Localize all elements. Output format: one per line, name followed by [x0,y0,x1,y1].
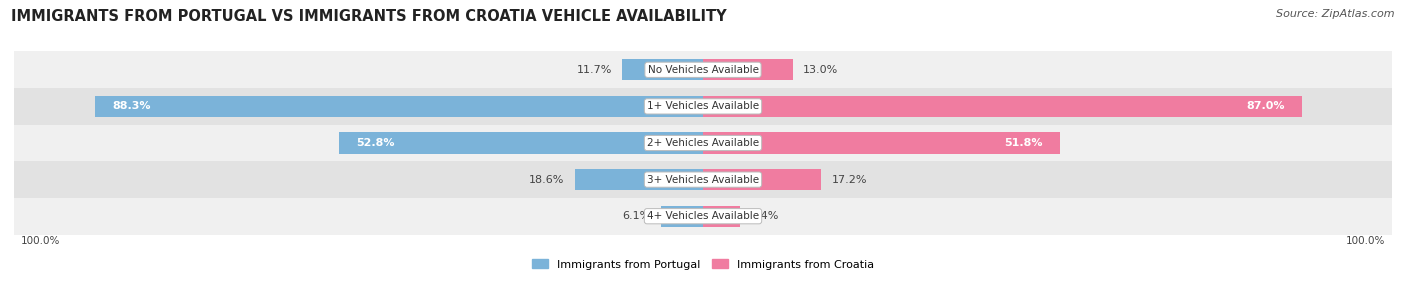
Bar [339,132,703,154]
Text: 2+ Vehicles Available: 2+ Vehicles Available [647,138,759,148]
Bar [623,59,703,80]
Bar [575,169,703,190]
Text: 5.4%: 5.4% [751,211,779,221]
Text: No Vehicles Available: No Vehicles Available [648,65,758,75]
Text: 18.6%: 18.6% [529,175,565,184]
Text: 6.1%: 6.1% [623,211,651,221]
Text: 11.7%: 11.7% [576,65,612,75]
Bar [14,161,1392,198]
Text: 3+ Vehicles Available: 3+ Vehicles Available [647,175,759,184]
Bar [703,59,793,80]
Text: 52.8%: 52.8% [357,138,395,148]
Text: 1+ Vehicles Available: 1+ Vehicles Available [647,102,759,111]
Bar [14,51,1392,88]
Bar [703,206,740,227]
Text: Source: ZipAtlas.com: Source: ZipAtlas.com [1277,9,1395,19]
Text: 100.0%: 100.0% [1346,236,1385,246]
Bar [94,96,703,117]
Text: 88.3%: 88.3% [112,102,150,111]
Text: 87.0%: 87.0% [1247,102,1285,111]
Legend: Immigrants from Portugal, Immigrants from Croatia: Immigrants from Portugal, Immigrants fro… [527,255,879,274]
Bar [661,206,703,227]
Text: 100.0%: 100.0% [21,236,60,246]
Text: 51.8%: 51.8% [1004,138,1043,148]
Bar [14,125,1392,161]
Bar [14,88,1392,125]
Bar [703,96,1302,117]
Text: 13.0%: 13.0% [803,65,838,75]
Text: 17.2%: 17.2% [832,175,868,184]
Bar [703,132,1060,154]
Bar [14,198,1392,235]
Bar [703,169,821,190]
Text: 4+ Vehicles Available: 4+ Vehicles Available [647,211,759,221]
Text: IMMIGRANTS FROM PORTUGAL VS IMMIGRANTS FROM CROATIA VEHICLE AVAILABILITY: IMMIGRANTS FROM PORTUGAL VS IMMIGRANTS F… [11,9,727,23]
